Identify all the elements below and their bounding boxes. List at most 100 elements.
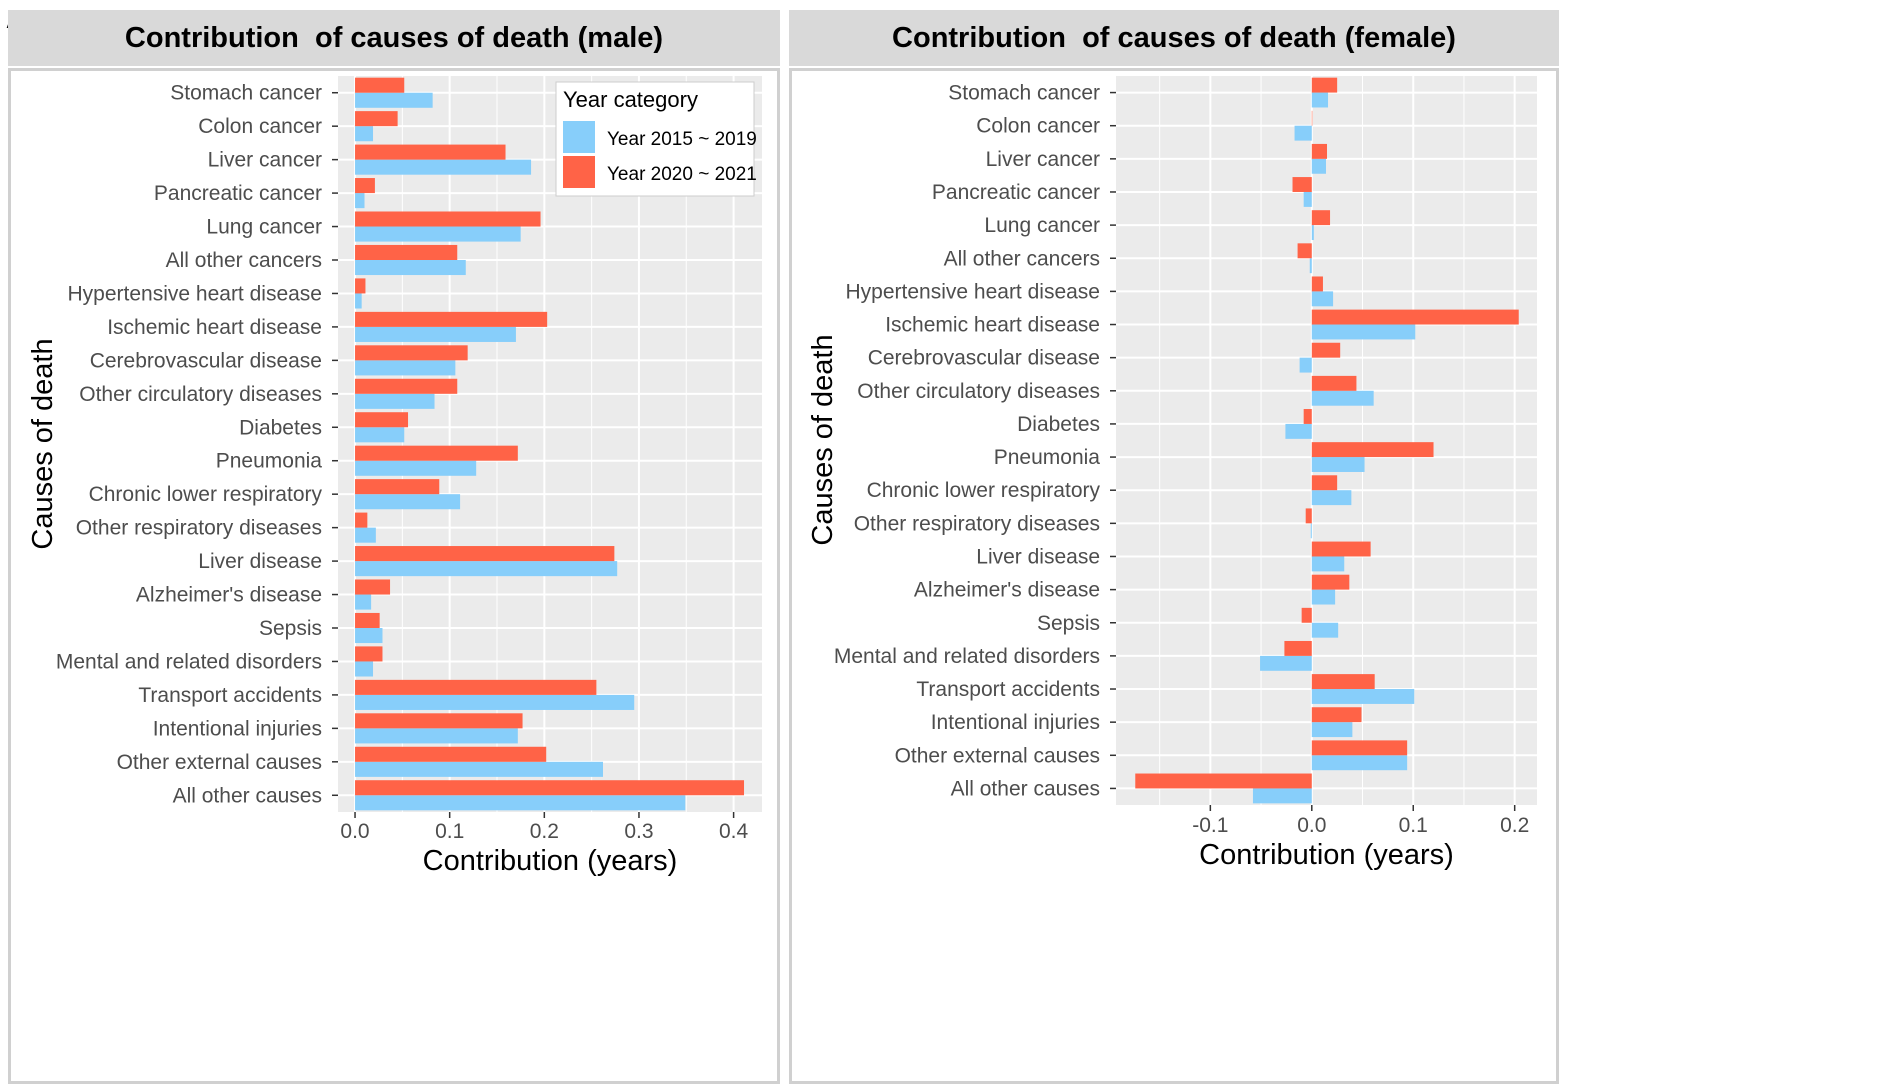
y-tick-label: Cerebrovascular disease: [90, 349, 322, 372]
bar-2015-2019: [355, 326, 516, 342]
bar-2020-2021: [355, 445, 518, 461]
y-tick-label: Mental and related disorders: [56, 650, 322, 673]
bar-2020-2021: [1301, 607, 1312, 623]
x-tick-label: 0.3: [624, 820, 653, 843]
y-tick-label: Pancreatic cancer: [154, 182, 322, 205]
y-tick-label: Intentional injuries: [931, 711, 1100, 734]
bar-2020-2021: [1311, 541, 1371, 557]
bar-2015-2019: [1303, 191, 1312, 207]
bar-2020-2021: [355, 612, 380, 628]
y-tick-label: Hypertensive heart disease: [68, 282, 322, 305]
y-tick-label: Lung cancer: [984, 214, 1100, 237]
bar-2020-2021: [355, 546, 615, 562]
chart-panel-a: Stomach cancer Colon cancer Liver cancer Pa…: [27, 76, 762, 877]
bar-2015-2019: [355, 761, 603, 777]
y-tick-label: Transport accidents: [138, 684, 322, 707]
y-tick-label: Chronic lower respiratory: [89, 483, 323, 506]
bar-2020-2021: [1311, 375, 1357, 391]
bar-2015-2019: [1311, 490, 1352, 506]
bar-2015-2019: [1311, 390, 1374, 406]
bar-2020-2021: [1311, 210, 1331, 226]
bar-2020-2021: [355, 746, 547, 762]
x-tick-label: 0.2: [1500, 814, 1529, 837]
bar-2015-2019: [355, 561, 618, 577]
bar-2015-2019: [355, 126, 374, 142]
bar-2015-2019: [355, 694, 635, 710]
bar-2020-2021: [1311, 309, 1519, 325]
bar-2020-2021: [355, 111, 398, 127]
x-axis-title: Contribution (years): [423, 845, 678, 877]
y-tick-label: Mental and related disorders: [834, 645, 1100, 668]
bar-2020-2021: [355, 144, 506, 160]
bar-2020-2021: [1311, 707, 1362, 723]
y-tick-label: Liver disease: [198, 550, 322, 573]
legend-label-2020-2021: Year 2020 ~ 2021: [607, 164, 757, 185]
bar-2020-2021: [355, 378, 458, 394]
bar-2020-2021: [1311, 442, 1434, 458]
y-tick-label: Stomach cancer: [170, 82, 322, 105]
y-tick-label: Pneumonia: [994, 446, 1101, 469]
bar-2015-2019: [1311, 158, 1326, 174]
y-tick-label: Cerebrovascular disease: [868, 347, 1100, 370]
y-tick-label: Other circulatory diseases: [79, 383, 322, 406]
bar-2020-2021: [355, 780, 745, 796]
bar-2020-2021: [355, 713, 523, 729]
legend-swatch-2015-2019: [563, 121, 595, 153]
legend-title: Year category: [563, 87, 698, 112]
y-tick-label: Chronic lower respiratory: [867, 479, 1101, 502]
y-tick-label: Other external causes: [895, 744, 1100, 767]
y-axis-title: Causes of death: [807, 334, 839, 545]
bar-2015-2019: [355, 661, 374, 677]
x-tick-label: 0.1: [1399, 814, 1428, 837]
bar-2015-2019: [355, 427, 405, 443]
bar-2020-2021: [355, 345, 468, 361]
bar-2015-2019: [1311, 291, 1334, 307]
y-tick-label: Colon cancer: [976, 115, 1100, 138]
y-tick-label: Intentional injuries: [153, 717, 322, 740]
bar-2020-2021: [1311, 574, 1350, 590]
panel-b-title: Contribution of causes of death (female): [789, 10, 1559, 66]
bar-2015-2019: [355, 393, 435, 409]
bar-2020-2021: [355, 412, 409, 428]
bar-2020-2021: [1311, 110, 1313, 126]
y-tick-label: Ischemic heart disease: [885, 314, 1100, 337]
legend-swatch-2020-2021: [563, 156, 595, 188]
y-tick-label: Sepsis: [1037, 612, 1100, 635]
x-tick-label: 0.4: [719, 820, 749, 843]
y-tick-label: Other circulatory diseases: [857, 380, 1100, 403]
bar-2015-2019: [355, 260, 466, 276]
bar-2020-2021: [355, 278, 366, 294]
x-tick-label: 0.0: [1297, 814, 1326, 837]
bar-2015-2019: [1311, 589, 1336, 605]
bar-2015-2019: [355, 527, 376, 543]
bar-2020-2021: [1303, 409, 1312, 424]
y-tick-label: Other respiratory diseases: [854, 512, 1100, 535]
y-tick-label: Sepsis: [259, 617, 322, 640]
bar-2015-2019: [355, 293, 362, 309]
bar-2020-2021: [355, 311, 548, 327]
bar-2015-2019: [1311, 689, 1415, 704]
y-tick-label: All other cancers: [166, 249, 322, 272]
bar-2015-2019: [1311, 755, 1408, 771]
y-tick-label: Liver disease: [976, 545, 1100, 568]
y-tick-label: Other respiratory diseases: [76, 517, 322, 540]
bar-2020-2021: [1305, 508, 1312, 524]
bar-2015-2019: [1285, 423, 1312, 439]
bar-2020-2021: [1135, 773, 1312, 789]
bar-2015-2019: [1311, 556, 1345, 572]
bar-2015-2019: [1311, 324, 1416, 340]
bar-2020-2021: [355, 512, 368, 528]
bar-2015-2019: [355, 728, 518, 744]
bar-2020-2021: [355, 211, 541, 227]
y-tick-label: All other causes: [951, 777, 1100, 800]
x-tick-label: 0.1: [435, 820, 464, 843]
bar-2015-2019: [1311, 92, 1329, 108]
y-tick-label: Lung cancer: [206, 216, 322, 239]
x-axis-title: Contribution (years): [1199, 839, 1454, 871]
bar-2020-2021: [355, 679, 597, 695]
bar-2020-2021: [355, 646, 383, 662]
bar-2015-2019: [1252, 788, 1312, 804]
chart-panel-b: Stomach cancer Colon cancer Liver cancer Pa…: [807, 76, 1537, 871]
bar-2020-2021: [355, 178, 375, 194]
